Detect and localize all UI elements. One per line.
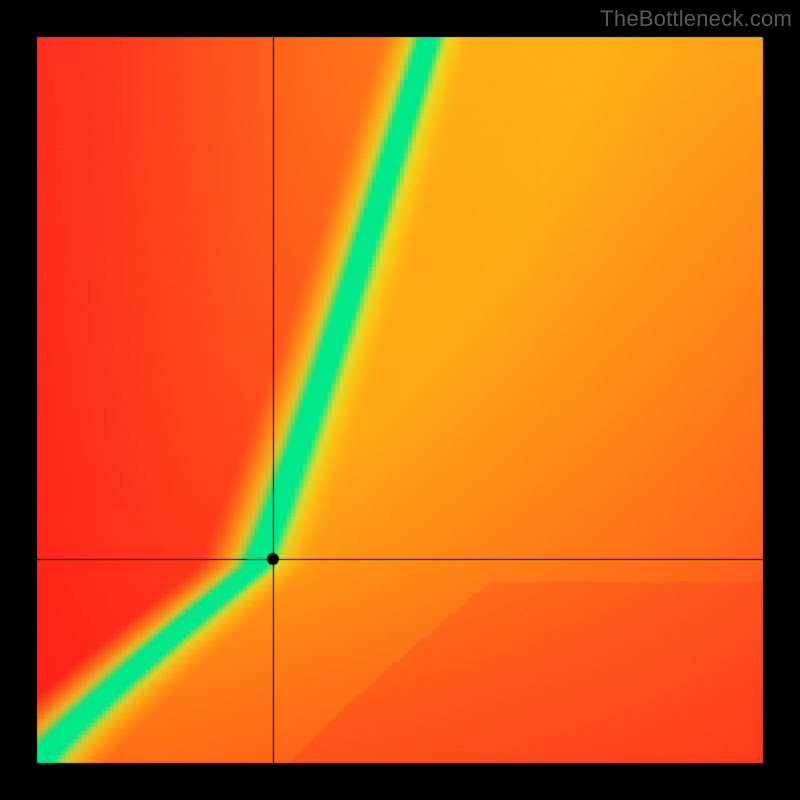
bottleneck-heatmap-chart — [0, 0, 800, 800]
watermark-text: TheBottleneck.com — [600, 6, 792, 32]
